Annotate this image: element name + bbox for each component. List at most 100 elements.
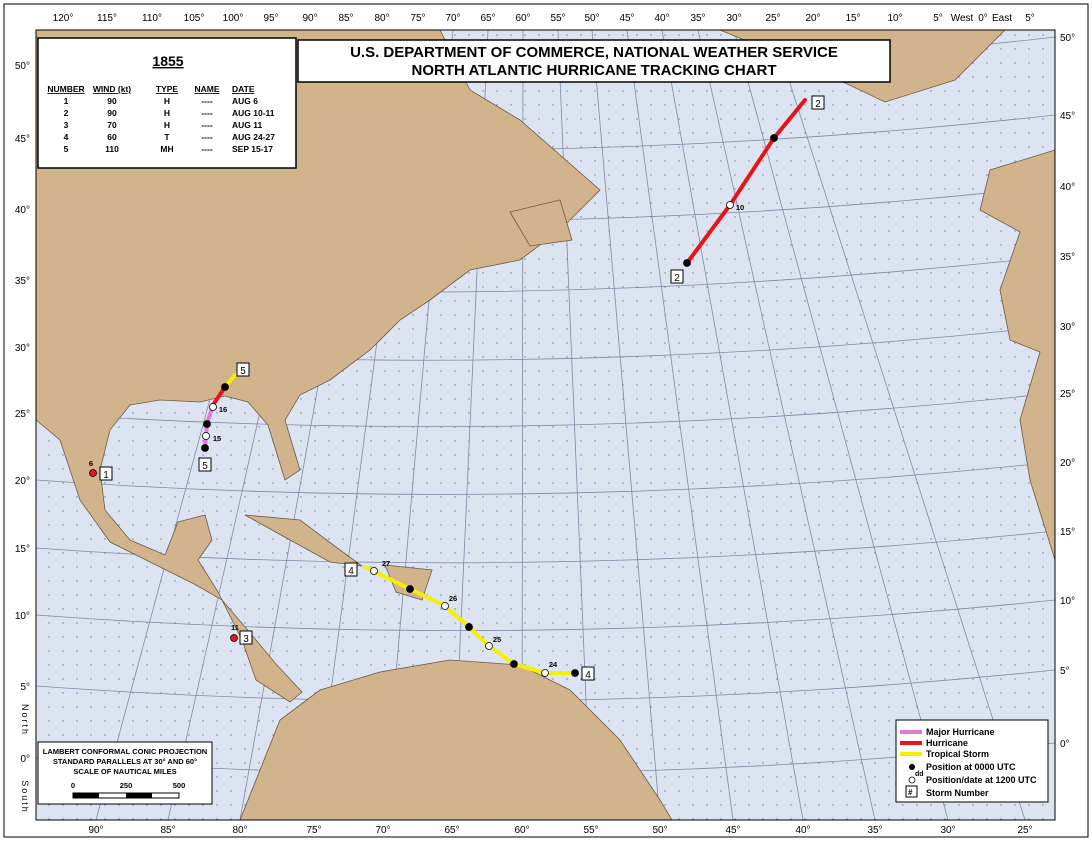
scale-bar	[72, 792, 180, 799]
table-cell: 90	[107, 108, 117, 118]
storm-number-box	[581, 666, 595, 681]
table-cell: SEP 15-17	[232, 144, 273, 154]
positions	[89, 134, 778, 677]
latitude-label: 10°	[1060, 596, 1075, 607]
chart-title: U.S. DEPARTMENT OF COMMERCE, NATIONAL WE…	[350, 44, 838, 61]
table-cell: AUG 10-11	[232, 108, 275, 118]
latitude-label: 30°	[1060, 322, 1075, 333]
longitude-label: 70°	[445, 13, 460, 24]
table-cell: AUG 11	[232, 120, 263, 130]
longitude-label: 25°	[1017, 825, 1032, 836]
table-cell: 2	[64, 108, 69, 118]
latitude-label: 0°	[20, 754, 30, 765]
track-4	[363, 565, 577, 675]
position-0000	[770, 134, 778, 142]
longitude-label: 5°	[1025, 13, 1035, 24]
longitude-label: 110°	[142, 13, 162, 24]
latitude-label: 5°	[1060, 666, 1070, 677]
projection-text: LAMBERT CONFORMAL CONIC PROJECTION	[43, 747, 207, 756]
longitude-label: 60°	[515, 13, 530, 24]
storm-number-box	[236, 362, 250, 377]
meridian	[626, 30, 734, 820]
table-cell: ----	[201, 108, 212, 118]
map-frame	[35, 29, 1056, 821]
table-cell: ----	[201, 144, 212, 154]
table-cell: 5	[64, 144, 69, 154]
latitude-label: 45°	[1060, 111, 1075, 122]
latitude-label: 30°	[15, 343, 30, 354]
meridian	[697, 30, 876, 820]
latitude-label: 15°	[15, 544, 30, 555]
legend-symbol: #	[908, 788, 913, 797]
meridian	[591, 30, 661, 820]
parallel	[36, 599, 1055, 632]
table-cell: H	[164, 108, 170, 118]
table-header: DATE	[232, 84, 255, 94]
latitude-label: 35°	[1060, 252, 1075, 263]
storm-number-box	[811, 95, 825, 110]
legend-dot	[908, 776, 916, 784]
storm-number-box	[344, 562, 358, 577]
land	[36, 30, 1055, 820]
position-0000	[203, 420, 211, 428]
storm-number: 2	[815, 99, 821, 110]
date-label: 6	[89, 459, 93, 468]
longitude-label: 35°	[867, 825, 882, 836]
table-cell: AUG 6	[232, 96, 258, 106]
scale-label: 250	[120, 781, 133, 790]
scale-label: 500	[173, 781, 186, 790]
legend-label: Storm Number	[926, 788, 989, 798]
table-cell: H	[164, 120, 170, 130]
position-0000	[683, 259, 691, 267]
longitude-label: 75°	[410, 13, 425, 24]
table-cell: T	[164, 132, 170, 142]
table-cell: 3	[64, 120, 69, 130]
outer-frame	[3, 3, 1089, 838]
longitude-label: 80°	[232, 825, 247, 836]
legend-label: Hurricane	[926, 738, 968, 748]
legend-label: Major Hurricane	[926, 727, 995, 737]
latitude-label: 45°	[15, 134, 30, 145]
position-1200	[441, 602, 449, 610]
storm-number: 1	[103, 470, 109, 481]
hispaniola	[384, 564, 433, 601]
longitude-label: 30°	[940, 825, 955, 836]
position-0000	[510, 660, 518, 668]
table-cell: 110	[105, 144, 119, 154]
side-label: South	[20, 780, 30, 814]
track-2	[685, 98, 807, 265]
longitude-label: 85°	[338, 13, 353, 24]
legend-label: Position/date at 1200 UTC	[926, 775, 1037, 785]
longitude-label: 90°	[88, 825, 103, 836]
longitude-label: 75°	[306, 825, 321, 836]
table-cell: 70	[107, 120, 117, 130]
longitude-label: 30°	[726, 13, 741, 24]
longitude-label: 45°	[619, 13, 634, 24]
date-label: 16	[219, 405, 227, 414]
parallel	[36, 461, 1055, 495]
longitude-label: 55°	[550, 13, 565, 24]
chart-title: NORTH ATLANTIC HURRICANE TRACKING CHART	[412, 62, 777, 79]
latitude-label: 35°	[15, 276, 30, 287]
legend-dot	[909, 764, 915, 770]
scale-bar-segment	[73, 793, 99, 798]
table-header: TYPE	[156, 84, 179, 94]
longitude-label: 65°	[444, 825, 459, 836]
longitude-label: 35°	[690, 13, 705, 24]
position-1200	[485, 642, 493, 650]
longitude-label: 120°	[53, 13, 74, 24]
projection-text: STANDARD PARALLELS AT 30° AND 60°	[53, 757, 197, 766]
storm-number-box	[239, 630, 253, 645]
storm-number: 2	[674, 273, 680, 284]
position-0000	[201, 444, 209, 452]
table-cell: 1	[64, 96, 69, 106]
storm-number-box	[99, 466, 113, 481]
table-cell: ----	[201, 120, 212, 130]
longitude-label: 100°	[223, 13, 244, 24]
labels: U.S. DEPARTMENT OF COMMERCE, NATIONAL WE…	[15, 13, 1075, 836]
table-cell: 4	[64, 132, 69, 142]
storm-number: 5	[202, 461, 208, 472]
position-storm-1	[89, 469, 97, 477]
latitude-label: 40°	[15, 205, 30, 216]
storm-number: 4	[348, 566, 354, 577]
